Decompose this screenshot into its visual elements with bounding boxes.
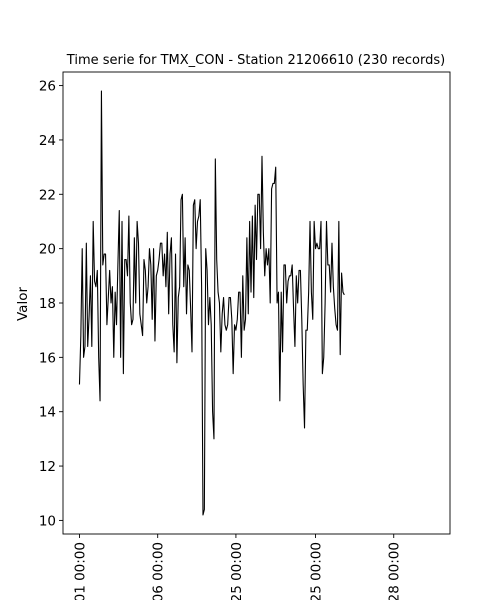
x-tick-label: 01 00:00 — [72, 542, 88, 600]
y-tick-label: 26 — [39, 79, 56, 95]
series-line-0 — [78, 90, 345, 516]
x-tick-label: 25 00:00 — [309, 542, 325, 600]
chart-title: Time serie for TMX_CON - Station 2120661… — [66, 53, 445, 68]
y-tick-label: 18 — [39, 296, 56, 312]
y-tick-label: 20 — [39, 242, 56, 258]
y-tick-label: 10 — [39, 513, 56, 529]
x-tick-label: 25 00:00 — [229, 542, 245, 600]
x-tick-label: 06 00:00 — [151, 542, 167, 600]
y-tick-label: 22 — [39, 187, 56, 203]
y-tick-label: 24 — [39, 133, 56, 149]
y-tick-label: 16 — [39, 350, 56, 366]
x-tick-label: 28 00:00 — [387, 542, 403, 600]
plot-area: 10 12 14 16 18 20 22 24 26 01 00:00 06 00:00 25 00:… — [39, 71, 451, 600]
y-axis-label: Valor — [15, 287, 31, 321]
y-tick-label: 14 — [39, 405, 56, 421]
y-tick-label: 12 — [39, 459, 56, 475]
